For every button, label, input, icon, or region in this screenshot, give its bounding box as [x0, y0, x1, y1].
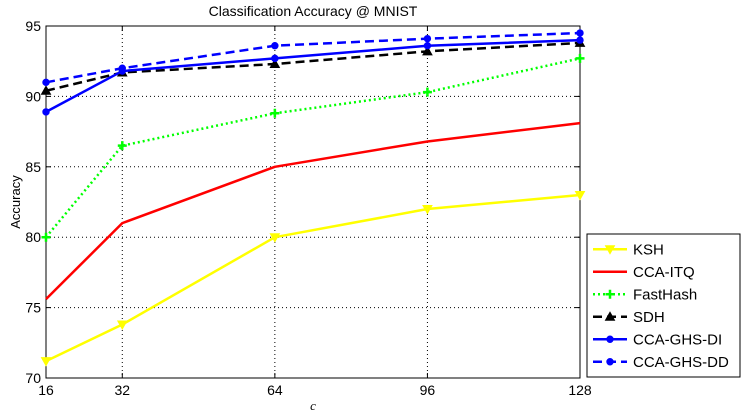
x-tick-label: 16	[38, 382, 54, 398]
y-tick-label: 75	[25, 300, 41, 316]
legend-label: CCA-ITQ	[633, 264, 695, 281]
plot-area	[45, 25, 581, 379]
legend-label: CCA-GHS-DD	[633, 354, 729, 371]
legend-marker	[606, 358, 614, 366]
data-point-ksh	[40, 357, 52, 367]
series-ksh	[40, 190, 586, 367]
data-point-cca-ghs-di	[576, 36, 584, 44]
legend-marker	[606, 335, 614, 343]
y-tick-label: 95	[25, 18, 41, 34]
y-tick-label: 90	[25, 88, 41, 104]
data-point-fasthash	[422, 87, 432, 97]
legend-label: CCA-GHS-DI	[633, 331, 722, 348]
y-axis-label: Accuracy	[8, 175, 23, 229]
legend-box	[586, 233, 741, 378]
x-tick-label: 96	[420, 382, 436, 398]
legend-item-fasthash: FastHash	[593, 286, 697, 303]
data-point-cca-ghs-dd	[271, 42, 279, 50]
legend-label: FastHash	[633, 286, 697, 303]
data-point-cca-ghs-dd	[42, 78, 50, 87]
y-tick-label: 85	[25, 159, 41, 175]
legend-item-ksh: KSH	[593, 241, 664, 258]
data-point-cca-ghs-dd	[118, 64, 126, 72]
legend-item-sdh: SDH	[593, 309, 665, 326]
data-point-fasthash	[575, 53, 585, 63]
series-cca-itq	[45, 121, 581, 301]
series-line-cca-itq	[45, 121, 581, 301]
data-point-cca-ghs-di	[42, 108, 50, 116]
y-tick-label: 70	[25, 370, 41, 386]
data-point-cca-ghs-di	[423, 42, 432, 50]
chart-title: Classification Accuracy @ MNIST	[209, 3, 418, 19]
legend-item-cca-ghs-di: CCA-GHS-DI	[593, 331, 722, 348]
x-tick-label: 32	[114, 382, 130, 398]
x-tick-label: 64	[267, 382, 283, 398]
series-group	[40, 29, 586, 367]
data-point-ksh	[116, 320, 128, 331]
data-point-cca-ghs-dd	[423, 34, 432, 43]
series-line-ksh	[45, 193, 581, 363]
y-tick-label: 80	[25, 229, 41, 245]
series-line-fasthash	[45, 57, 581, 239]
legend-marker	[604, 245, 616, 255]
legend-item-cca-ghs-dd: CCA-GHS-DD	[593, 354, 729, 371]
data-point-fasthash	[270, 108, 280, 118]
x-tick-label: 128	[568, 382, 592, 398]
data-point-cca-ghs-dd	[576, 29, 584, 37]
data-point-ksh	[269, 233, 281, 243]
legend-marker	[604, 311, 616, 321]
data-point-sdh	[269, 58, 281, 69]
legend-item-cca-itq: CCA-ITQ	[593, 264, 695, 281]
data-point-ksh	[574, 190, 586, 201]
series-fasthash	[41, 53, 585, 242]
data-point-cca-ghs-di	[271, 54, 279, 63]
legend-marker	[605, 289, 615, 299]
data-point-fasthash	[117, 141, 127, 151]
legend: KSH CCA-ITQ FastHash SDH CCA-GHS-DI CCA-GHS-D…	[586, 233, 741, 378]
legend-label: SDH	[633, 309, 665, 326]
data-point-sdh	[422, 45, 433, 56]
legend-label: KSH	[633, 241, 664, 258]
series-cca-ghs-dd	[42, 29, 584, 87]
x-axis-label: c	[310, 398, 316, 413]
axis-ticks: 16 32 64 96 128 70 75 80 85 90 95	[25, 18, 591, 398]
data-point-sdh	[40, 85, 52, 95]
data-point-ksh	[422, 205, 433, 215]
series-line-sdh	[45, 41, 581, 92]
data-point-fasthash	[41, 232, 51, 242]
